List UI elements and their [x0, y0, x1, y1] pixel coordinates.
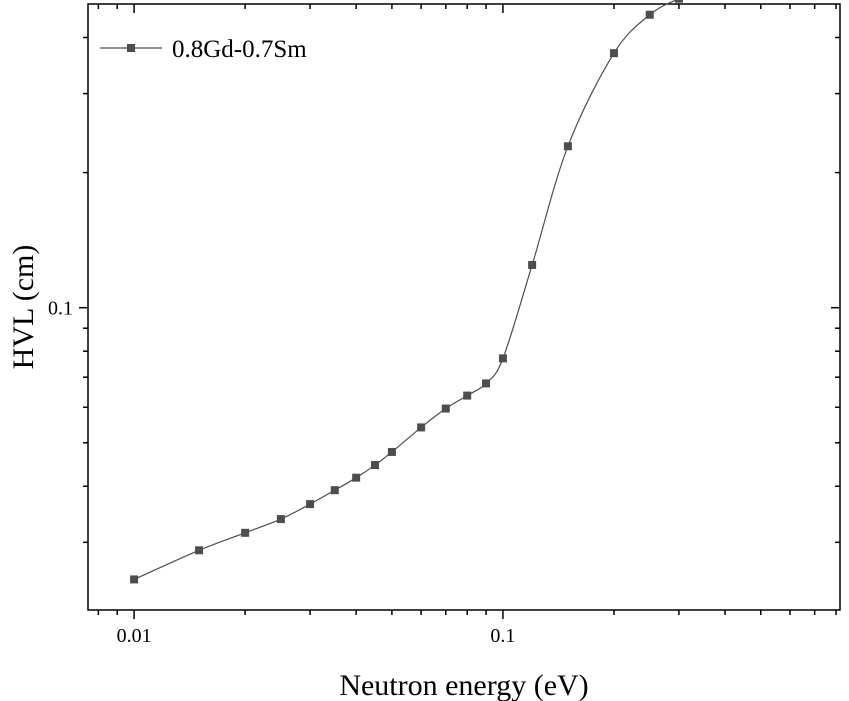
data-point: [195, 546, 204, 555]
data-point: [674, 0, 683, 3]
series-line: [133, 0, 678, 580]
data-point: [417, 423, 426, 432]
data-point: [330, 486, 339, 495]
data-point: [352, 473, 361, 482]
data-point: [371, 461, 380, 470]
data-point: [306, 500, 315, 509]
data-point: [482, 379, 491, 388]
data-point: [241, 528, 250, 537]
y-tick-label: 0.1: [48, 298, 73, 320]
x-axis-ticks: 0.01 0.1: [97, 4, 837, 647]
y-axis-title: HVL (cm): [7, 245, 40, 370]
plot-frame: [87, 3, 841, 611]
data-point: [609, 49, 618, 58]
x-axis-title: Neutron energy (eV): [339, 669, 588, 701]
legend-label: 0.8Gd-0.7Sm: [172, 36, 307, 63]
data-point: [463, 391, 472, 400]
x-tick-label: 0.1: [490, 625, 515, 647]
x-tick-label: 0.01: [117, 625, 152, 647]
data-point: [563, 142, 572, 151]
data-point: [645, 10, 654, 19]
data-point: [441, 404, 450, 413]
data-point: [276, 515, 285, 524]
series-markers: [130, 0, 683, 584]
legend: 0.8Gd-0.7Sm: [100, 36, 307, 63]
y-axis-ticks: 0.1: [48, 36, 840, 544]
data-point: [387, 447, 396, 456]
data-point: [130, 575, 139, 584]
data-point: [498, 354, 507, 363]
legend-marker: [127, 44, 135, 52]
data-point: [528, 260, 537, 269]
